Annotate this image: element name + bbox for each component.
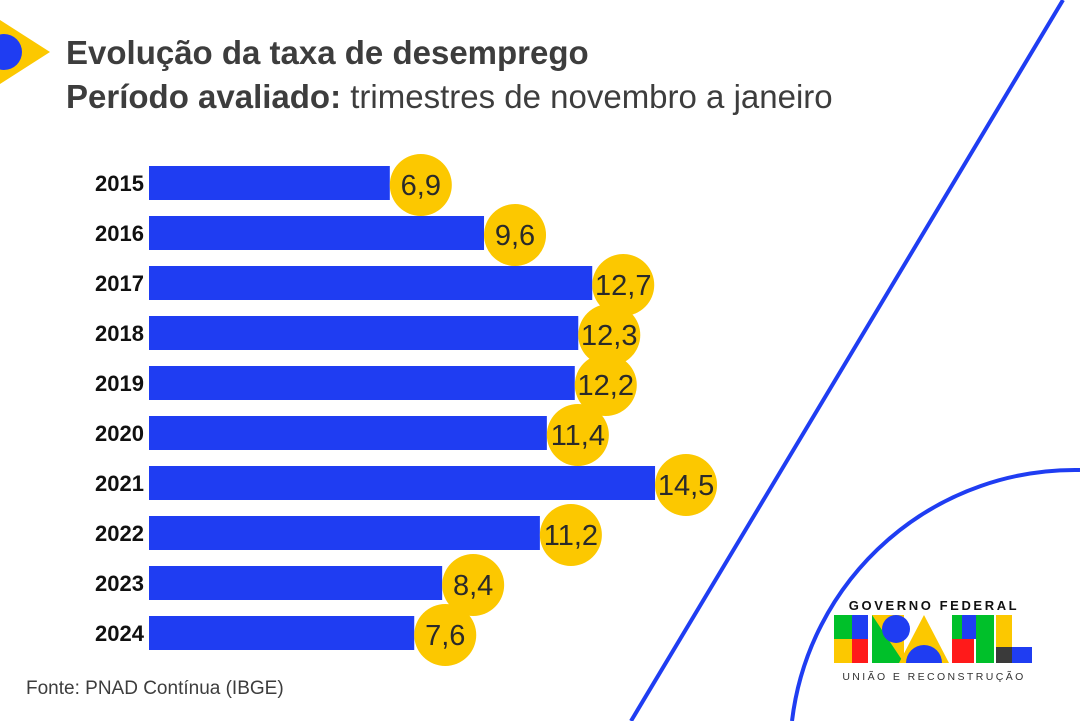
chart-subtitle: Período avaliado: trimestres de novembro…: [66, 78, 833, 116]
category-label: 2018: [95, 321, 144, 346]
bar: [149, 166, 390, 200]
value-bubble: [539, 504, 602, 566]
bar: [149, 616, 415, 650]
value-bubble: [578, 304, 641, 366]
value-bubble: [389, 154, 452, 216]
category-label: 2024: [95, 621, 145, 646]
data-label: 11,2: [544, 520, 598, 552]
bar: [149, 266, 593, 300]
subtitle-label: Período avaliado:: [66, 78, 342, 115]
data-label: 7,6: [425, 620, 465, 652]
category-label: 2022: [95, 521, 144, 546]
data-label: 11,4: [551, 420, 605, 452]
value-bubble: [592, 254, 655, 316]
subtitle-value: trimestres de novembro a janeiro: [341, 78, 833, 115]
value-bubble: [484, 204, 547, 266]
flag-triangle-icon: [0, 20, 50, 84]
data-label: 14,5: [658, 470, 714, 502]
category-label: 2016: [95, 221, 144, 246]
bar: [149, 566, 443, 600]
data-label: 12,3: [581, 320, 637, 352]
value-bubble: [442, 554, 505, 616]
bar: [149, 466, 656, 500]
category-label: 2021: [95, 471, 144, 496]
diagonal-line: [629, 0, 1065, 721]
category-label: 2019: [95, 371, 144, 396]
value-bubble: [655, 454, 718, 516]
bar: [149, 366, 575, 400]
governo-federal-logo: GOVERNO FEDERAL UNIÃO E RECONSTRUÇÃO: [834, 598, 1034, 683]
data-label: 8,4: [453, 570, 493, 602]
logo-top-text: GOVERNO FEDERAL: [848, 598, 1020, 613]
category-label: 2015: [95, 171, 144, 196]
bar: [149, 416, 547, 450]
source-note: Fonte: PNAD Contínua (IBGE): [26, 678, 284, 699]
value-bubble: [546, 404, 609, 466]
category-label: 2020: [95, 421, 144, 446]
arc-line: [790, 467, 1080, 721]
category-label: 2023: [95, 571, 144, 596]
data-label: 9,6: [495, 220, 535, 252]
bar: [149, 516, 540, 550]
chart-title: Evolução da taxa de desemprego: [66, 34, 589, 71]
brasil-logo-icon: [834, 615, 1032, 663]
data-label: 12,7: [595, 270, 651, 302]
value-bubble: [574, 354, 637, 416]
flag-circle-icon: [0, 34, 22, 70]
bar: [149, 216, 485, 250]
bar: [149, 316, 579, 350]
value-bubble: [414, 604, 477, 666]
data-label: 12,2: [578, 370, 634, 402]
category-label: 2017: [95, 271, 144, 296]
data-label: 6,9: [401, 170, 441, 202]
logo-bottom-text: UNIÃO E RECONSTRUÇÃO: [842, 671, 1026, 683]
